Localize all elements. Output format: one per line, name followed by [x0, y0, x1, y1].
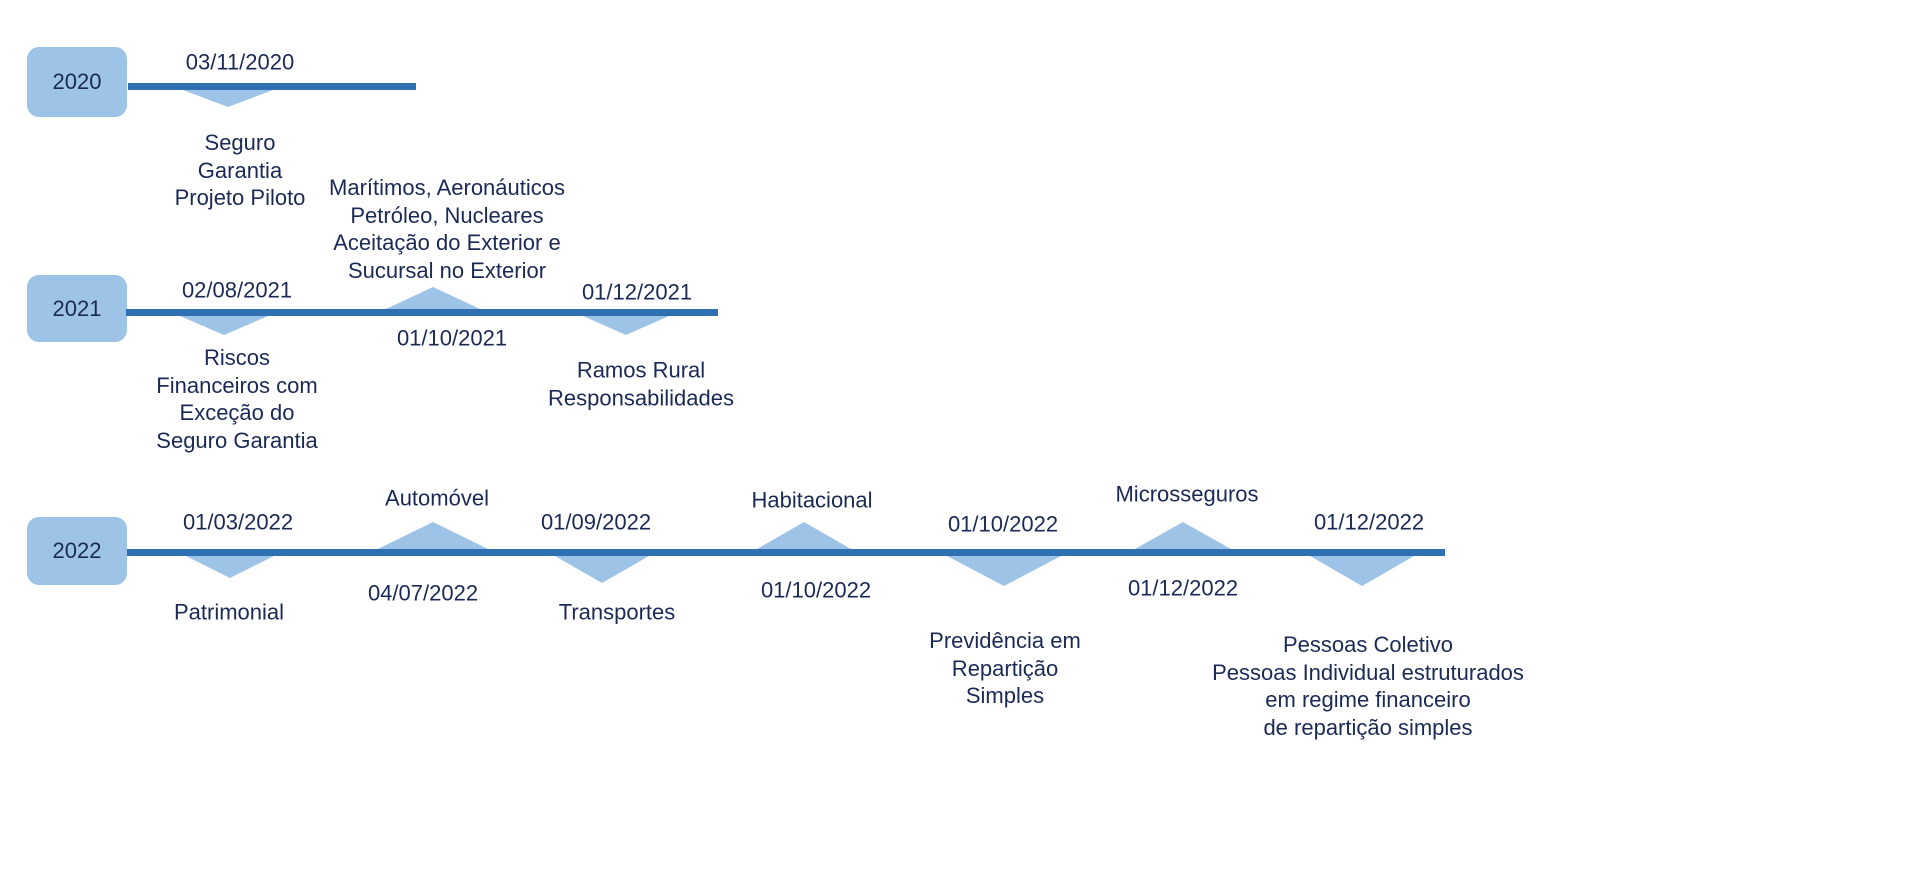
milestone-date: 01/03/2022	[182, 509, 294, 535]
milestone-date: 01/12/2021	[581, 279, 693, 305]
milestone-marker-down	[555, 556, 649, 583]
milestone-label: Seguro Garantia Projeto Piloto	[174, 129, 306, 210]
milestone-label: Habitacional	[751, 487, 873, 513]
milestone-label: Previdência em Repartição Simples	[929, 627, 1081, 708]
milestone-label: Ramos Rural Responsabilidades	[548, 357, 734, 411]
milestone-label: Riscos Financeiros com Exceção do Seguro…	[156, 345, 318, 453]
year-box-2020: 2020	[27, 47, 127, 117]
milestone-date: 01/09/2022	[540, 509, 652, 535]
milestone-marker-down	[186, 556, 274, 578]
milestone-marker-up	[386, 287, 480, 309]
milestone-label: Pessoas Coletivo Pessoas Individual estr…	[1212, 632, 1524, 740]
milestone-date: 03/11/2020	[185, 49, 295, 75]
milestone-label: Patrimonial	[173, 599, 285, 625]
milestone-date: 01/12/2022	[1127, 575, 1239, 601]
milestone-label: Transportes	[558, 599, 676, 625]
timeline-line-2021	[126, 309, 718, 316]
milestone-marker-up	[757, 522, 851, 549]
timeline-line-2020	[128, 83, 416, 90]
milestone-date: 02/08/2021	[181, 277, 293, 303]
year-box-2021: 2021	[27, 275, 127, 342]
milestone-marker-down	[947, 556, 1061, 586]
milestone-label: Marítimos, Aeronáuticos Petróleo, Nuclea…	[329, 175, 565, 283]
milestone-label: Microsseguros	[1115, 481, 1259, 507]
milestone-label: Automóvel	[385, 485, 489, 511]
milestone-date: 01/12/2022	[1313, 509, 1425, 535]
milestone-marker-down	[180, 316, 268, 335]
milestone-marker-down	[183, 90, 273, 107]
milestone-marker-down	[583, 316, 669, 335]
milestone-date: 01/10/2022	[760, 577, 872, 603]
milestone-marker-up	[378, 522, 488, 549]
milestone-marker-up	[1135, 522, 1231, 549]
milestone-marker-down	[1310, 556, 1414, 586]
milestone-date: 01/10/2021	[396, 325, 508, 351]
milestone-date: 01/10/2022	[947, 511, 1059, 537]
timeline-line-2022	[127, 549, 1445, 556]
year-box-2022: 2022	[27, 517, 127, 585]
milestone-date: 04/07/2022	[367, 580, 479, 606]
